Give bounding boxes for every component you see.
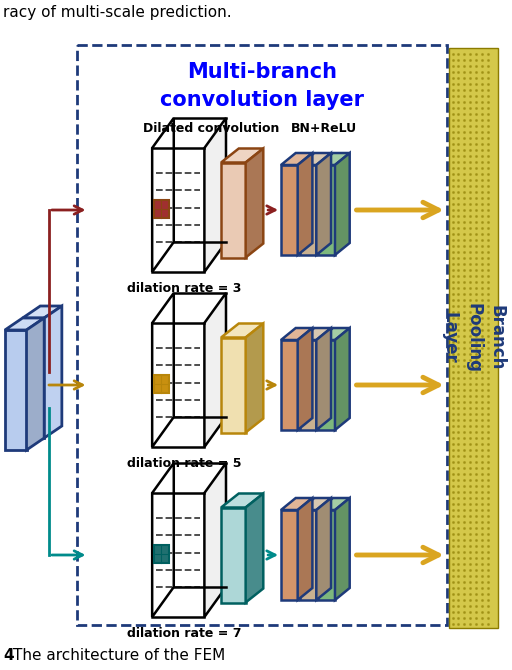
Polygon shape <box>316 498 331 600</box>
Text: The architecture of the FEM: The architecture of the FEM <box>13 648 225 663</box>
Polygon shape <box>246 149 263 257</box>
Text: Branch
Pooling
Layer: Branch Pooling Layer <box>441 303 506 373</box>
Polygon shape <box>5 330 27 450</box>
Polygon shape <box>221 149 263 163</box>
Polygon shape <box>221 324 263 338</box>
Polygon shape <box>204 293 226 447</box>
Polygon shape <box>44 306 62 438</box>
Polygon shape <box>281 510 297 600</box>
Polygon shape <box>297 498 312 600</box>
Polygon shape <box>300 340 316 430</box>
Polygon shape <box>204 118 226 272</box>
Polygon shape <box>300 328 331 340</box>
Polygon shape <box>318 165 335 255</box>
Text: Dilated convolution: Dilated convolution <box>143 122 279 135</box>
Polygon shape <box>154 545 169 563</box>
Polygon shape <box>300 165 316 255</box>
Polygon shape <box>246 324 263 433</box>
Polygon shape <box>281 498 312 510</box>
Polygon shape <box>318 153 350 165</box>
Polygon shape <box>281 328 312 340</box>
Polygon shape <box>5 318 44 330</box>
Polygon shape <box>27 318 44 450</box>
Polygon shape <box>221 163 246 257</box>
Polygon shape <box>246 494 263 602</box>
Polygon shape <box>318 498 350 510</box>
Polygon shape <box>281 340 297 430</box>
Polygon shape <box>335 153 350 255</box>
Polygon shape <box>154 375 169 393</box>
Polygon shape <box>335 328 350 430</box>
Polygon shape <box>221 338 246 433</box>
Polygon shape <box>281 153 312 165</box>
Polygon shape <box>318 510 335 600</box>
Polygon shape <box>152 293 174 447</box>
Polygon shape <box>297 328 312 430</box>
Text: racy of multi-scale prediction.: racy of multi-scale prediction. <box>3 5 231 20</box>
Text: 4: 4 <box>3 648 14 663</box>
Polygon shape <box>318 328 350 340</box>
Polygon shape <box>23 306 62 318</box>
Polygon shape <box>281 165 297 255</box>
Polygon shape <box>23 318 44 438</box>
Polygon shape <box>300 153 331 165</box>
Bar <box>449 48 498 628</box>
Polygon shape <box>297 153 312 255</box>
Polygon shape <box>221 507 246 602</box>
Polygon shape <box>335 498 350 600</box>
Text: Multi-branch: Multi-branch <box>187 62 337 82</box>
Polygon shape <box>300 498 331 510</box>
Polygon shape <box>318 340 335 430</box>
Polygon shape <box>154 200 169 218</box>
Polygon shape <box>221 494 263 507</box>
Polygon shape <box>316 328 331 430</box>
Text: convolution layer: convolution layer <box>160 90 364 110</box>
Text: dilation rate = 5: dilation rate = 5 <box>127 457 242 470</box>
Polygon shape <box>204 463 226 617</box>
Polygon shape <box>152 463 174 617</box>
Text: dilation rate = 3: dilation rate = 3 <box>127 282 242 295</box>
Polygon shape <box>300 510 316 600</box>
Text: dilation rate = 7: dilation rate = 7 <box>127 627 242 640</box>
Polygon shape <box>316 153 331 255</box>
Polygon shape <box>152 118 174 272</box>
Text: BN+ReLU: BN+ReLU <box>291 122 357 135</box>
